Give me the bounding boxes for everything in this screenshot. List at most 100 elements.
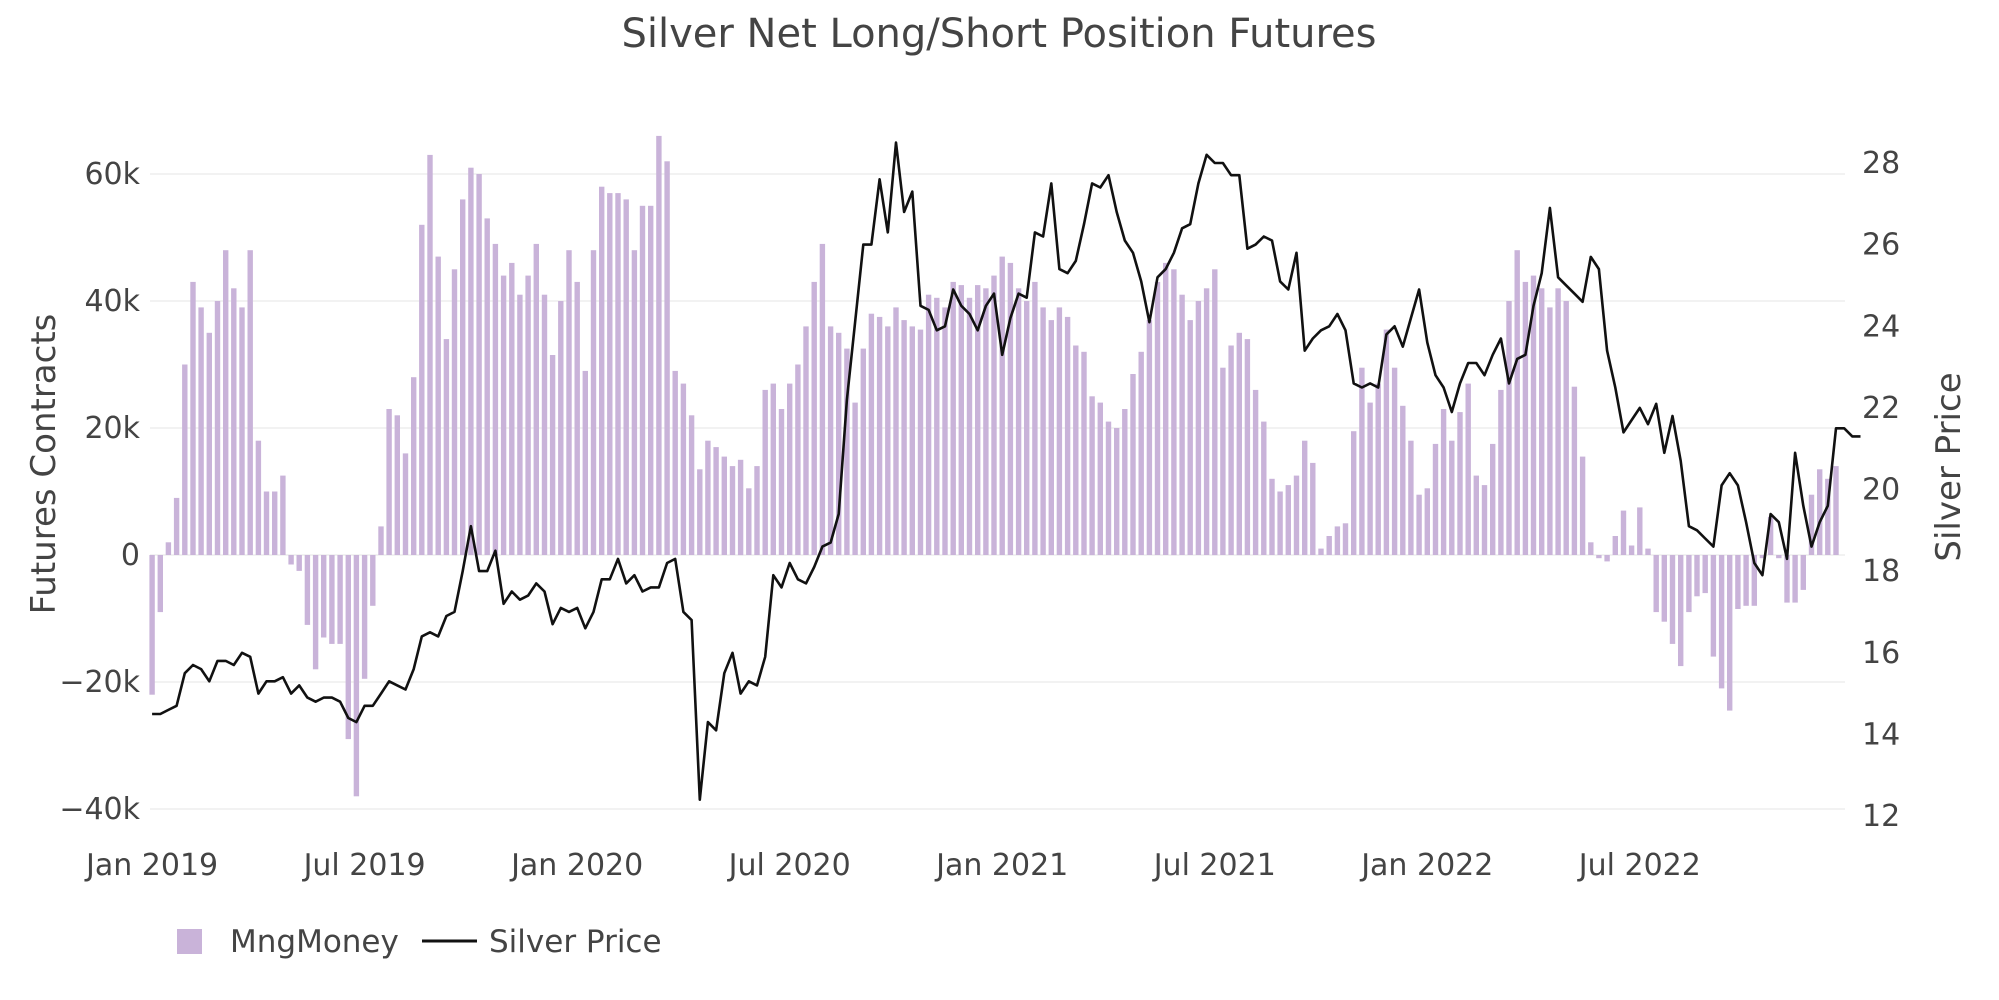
y-right-tick-label: 28 — [1862, 146, 1900, 181]
bar — [484, 218, 490, 555]
y-left-axis-title: Futures Contracts — [24, 314, 64, 615]
bar — [1440, 409, 1447, 555]
bar — [173, 497, 180, 555]
bar — [1203, 288, 1210, 555]
bar — [435, 256, 441, 555]
bar — [868, 313, 875, 555]
bar — [1408, 440, 1414, 555]
bar — [1236, 332, 1242, 556]
bar — [1310, 462, 1316, 555]
bar — [272, 491, 278, 555]
bar — [1792, 555, 1798, 603]
legend-label-silver-price[interactable]: Silver Price — [489, 924, 662, 960]
bar — [468, 167, 474, 555]
bar — [525, 275, 531, 555]
bar — [590, 250, 597, 555]
bar — [1261, 421, 1267, 555]
bar — [1833, 466, 1839, 555]
bar — [1457, 412, 1463, 555]
line-series-silver-price — [152, 141, 1861, 801]
x-tick-label: Jan 2020 — [509, 848, 643, 883]
bar — [1481, 485, 1488, 555]
bar — [1105, 421, 1112, 555]
bar — [312, 555, 319, 670]
bar — [852, 402, 858, 555]
bar — [746, 488, 752, 555]
bar — [1661, 555, 1667, 622]
bar — [329, 555, 335, 644]
bar — [239, 307, 245, 555]
bar — [1334, 526, 1341, 555]
y-right-axis-title: Silver Price — [1929, 372, 1969, 561]
bar — [909, 326, 915, 555]
bar — [1228, 345, 1234, 555]
bar — [1130, 374, 1136, 555]
bar — [623, 199, 629, 555]
bar — [361, 555, 368, 679]
bar — [1032, 281, 1038, 555]
bar — [1056, 307, 1063, 555]
bar — [1416, 494, 1422, 555]
bar — [533, 243, 539, 555]
bar — [705, 440, 711, 555]
bar — [917, 329, 924, 555]
bar — [190, 281, 196, 555]
bar — [1547, 307, 1553, 555]
bar — [1530, 275, 1537, 555]
bar — [1776, 555, 1782, 559]
bar — [697, 469, 703, 555]
bar — [754, 466, 760, 555]
y-right-axis-ticks: 12 14 16 18 20 22 24 26 28 — [1862, 146, 1900, 834]
bar — [1702, 555, 1708, 594]
bar — [729, 466, 736, 555]
bar — [1743, 555, 1749, 606]
bar — [844, 348, 850, 555]
bar — [1735, 555, 1741, 609]
bar — [950, 281, 956, 555]
bar — [1252, 389, 1259, 555]
bar — [1784, 555, 1790, 603]
bar — [901, 320, 907, 555]
bar — [991, 275, 997, 555]
bar — [1081, 351, 1087, 555]
bar — [762, 389, 768, 555]
x-tick-label: Jan 2019 — [84, 848, 218, 883]
y-left-tick-label: −20k — [59, 665, 140, 700]
bar — [1195, 301, 1202, 555]
bar — [1751, 555, 1757, 606]
bar — [223, 250, 229, 555]
y-right-tick-label: 22 — [1862, 391, 1900, 426]
bar — [1727, 555, 1733, 711]
bar — [443, 339, 450, 555]
bar — [860, 348, 866, 555]
bar — [1571, 386, 1578, 555]
x-tick-label: Jul 2020 — [727, 848, 851, 883]
bar — [1800, 555, 1806, 590]
bar — [1653, 555, 1659, 613]
bar — [615, 193, 621, 555]
bar — [1539, 288, 1545, 555]
bar — [1767, 516, 1774, 555]
bar — [1163, 262, 1169, 555]
legend-swatch-mngmoney[interactable] — [177, 929, 202, 954]
bar — [1146, 320, 1153, 555]
bar — [353, 555, 360, 797]
bar — [1220, 367, 1226, 555]
bar — [214, 301, 221, 555]
y-left-tick-label: 0 — [121, 538, 140, 573]
bar — [1596, 555, 1602, 559]
x-axis-ticks: Jan 2019 Jul 2019 Jan 2020 Jul 2020 Jan 2021… — [84, 848, 1701, 883]
bar — [1432, 443, 1439, 555]
bar — [1089, 396, 1095, 556]
bar — [411, 377, 417, 555]
y-left-tick-label: 40k — [84, 284, 140, 319]
legend-label-mngmoney[interactable]: MngMoney — [230, 924, 399, 960]
y-left-tick-label: −40k — [59, 792, 140, 827]
bar — [819, 243, 826, 555]
bar — [1187, 320, 1193, 555]
bar — [1138, 351, 1144, 555]
bar — [451, 269, 458, 556]
bar — [599, 186, 605, 555]
bar — [885, 326, 891, 555]
